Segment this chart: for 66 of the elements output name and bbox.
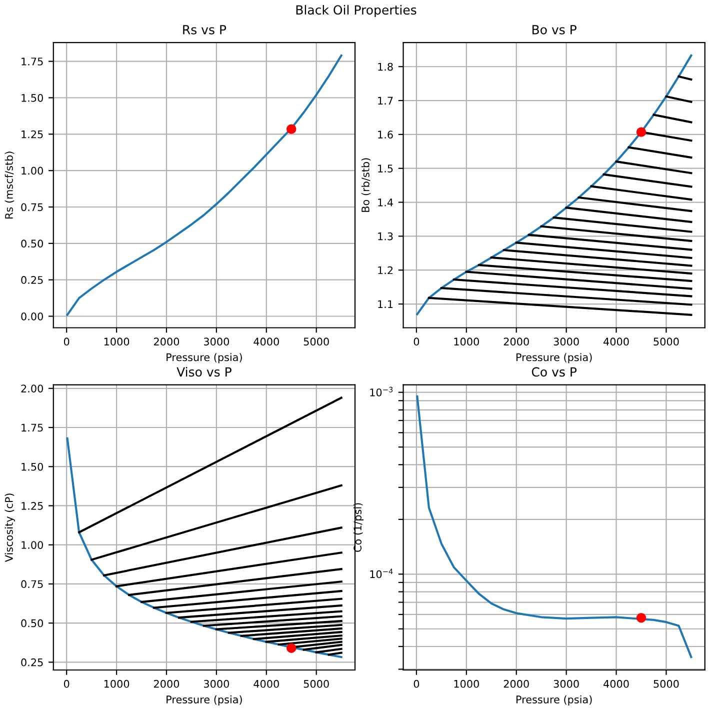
x-tick-label: 3000 bbox=[204, 680, 230, 688]
y-tick-label: 0.25 bbox=[21, 658, 43, 666]
x-tick-label: 3000 bbox=[554, 338, 579, 346]
line-series bbox=[416, 54, 692, 316]
x-axis-title: Pressure (psia) bbox=[516, 695, 592, 706]
line-series bbox=[66, 437, 342, 658]
x-tick-label: 1000 bbox=[104, 680, 130, 688]
line-series bbox=[416, 395, 692, 658]
x-tick-label: 2000 bbox=[504, 680, 529, 688]
y-tick-label: 1.75 bbox=[22, 424, 43, 432]
x-tick-label: 5000 bbox=[654, 680, 679, 688]
y-tick-label: 1.00 bbox=[22, 541, 43, 549]
x-tick-label: 2000 bbox=[504, 338, 529, 346]
y-axis-title: Rs (mscf/stb) bbox=[4, 152, 14, 218]
y-tick-label: 1.25 bbox=[22, 502, 43, 510]
chart-title: Viso vs P bbox=[176, 366, 232, 377]
x-tick-label: 5000 bbox=[304, 680, 329, 688]
y-tick-label: 0.50 bbox=[21, 619, 43, 628]
x-tick-label: 4000 bbox=[254, 680, 279, 688]
x-tick-label: 3000 bbox=[554, 680, 579, 688]
y-tick-label: 2.00 bbox=[21, 384, 43, 392]
y-tick-label: 0.50 bbox=[21, 240, 43, 248]
y-axis-title: Bo (rb/stb) bbox=[361, 158, 371, 212]
x-tick-label: 5000 bbox=[654, 338, 679, 346]
y-tick-label: 1.50 bbox=[22, 94, 43, 102]
y-tick-label: 1.1 bbox=[378, 300, 393, 308]
y-tick-label: 1.25 bbox=[22, 130, 43, 138]
line-series bbox=[66, 54, 342, 316]
x-tick-label: 4000 bbox=[254, 338, 279, 346]
x-tick-label: 2000 bbox=[154, 680, 180, 688]
x-tick-label: 0 bbox=[414, 338, 420, 346]
x-tick-label: 2000 bbox=[154, 338, 180, 346]
x-tick-label: 0 bbox=[64, 680, 70, 688]
y-tick-label: 1.75 bbox=[22, 58, 43, 66]
x-tick-label: 1000 bbox=[454, 680, 479, 688]
x-tick-label: 4000 bbox=[604, 680, 629, 688]
y-tick-label: 10$^{−3}$ bbox=[370, 386, 393, 396]
x-tick-label: 0 bbox=[64, 338, 70, 346]
x-tick-label: 1000 bbox=[454, 338, 479, 346]
y-tick-label: 1.50 bbox=[22, 462, 43, 471]
y-tick-label: 0.75 bbox=[21, 203, 43, 212]
y-axis-title: Viscosity (cP) bbox=[4, 494, 15, 562]
y-tick-label: 1.4 bbox=[378, 198, 393, 206]
y-tick-label: 1.00 bbox=[22, 166, 43, 175]
chart-title: Rs vs P bbox=[183, 25, 226, 34]
y-tick-label: 1.2 bbox=[378, 266, 393, 274]
y-tick-label: 0.25 bbox=[21, 276, 43, 284]
x-tick-label: 1000 bbox=[104, 338, 130, 346]
y-tick-label: 0.75 bbox=[21, 580, 43, 588]
x-axis-title: Pressure (psia) bbox=[166, 353, 242, 364]
y-tick-label: 10$^{−4}$ bbox=[370, 568, 393, 578]
x-axis-title: Pressure (psia) bbox=[516, 353, 592, 364]
y-tick-label: 0.00 bbox=[21, 312, 43, 320]
text: Black Oil Properties bbox=[296, 4, 416, 18]
x-tick-label: 4000 bbox=[604, 338, 629, 346]
x-tick-label: 5000 bbox=[304, 338, 329, 346]
y-tick-label: 1.8 bbox=[378, 62, 393, 71]
chart-title: Co vs P bbox=[532, 367, 577, 377]
y-tick-label: 1.5 bbox=[378, 164, 393, 172]
x-tick-label: 3000 bbox=[204, 338, 230, 346]
x-axis-title: Pressure (psia) bbox=[166, 695, 242, 706]
y-tick-label: 1.3 bbox=[378, 232, 393, 240]
chart-title: Bo vs P bbox=[532, 25, 576, 34]
x-tick-label: 0 bbox=[414, 680, 420, 688]
y-tick-label: 1.6 bbox=[378, 130, 393, 139]
y-tick-label: 1.7 bbox=[378, 96, 393, 104]
